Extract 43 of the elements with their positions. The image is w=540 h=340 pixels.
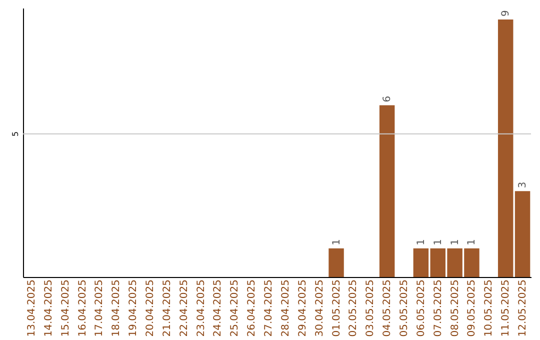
x-tick-label: 26.04.2025 [246,280,258,337]
x-tick-label: 02.05.2025 [348,280,360,337]
x-tick-label: 10.05.2025 [484,280,495,337]
x-tick-label: 30.04.2025 [314,280,326,337]
data-label: 1 [450,239,461,246]
bar [514,191,530,277]
x-tick-label: 12.05.2025 [518,280,529,337]
data-label: 1 [331,239,342,246]
data-label: 1 [416,239,427,246]
data-label: 1 [432,239,444,246]
x-tick-label: 18.04.2025 [111,280,122,337]
x-tick-label: 19.04.2025 [128,280,140,337]
x-tick-label: 28.04.2025 [280,280,292,337]
bar [379,105,395,277]
x-tick-label: 20.04.2025 [145,280,156,337]
x-tick-label: 05.05.2025 [399,280,410,337]
x-tick-label: 27.04.2025 [264,280,275,337]
x-tick-label: 03.05.2025 [365,280,376,337]
data-label: 3 [518,182,529,188]
data-label: 1 [466,239,478,246]
x-tick-label: 17.04.2025 [94,280,106,337]
x-tick-label: 25.04.2025 [230,280,241,337]
bar [498,19,514,277]
x-tick-label: 04.05.2025 [382,280,394,337]
x-tick-label: 29.04.2025 [297,280,308,337]
x-tick-label: 15.04.2025 [60,280,72,337]
x-tick-label: 06.05.2025 [416,280,427,337]
x-tick-label: 16.04.2025 [77,280,88,337]
x-tick-label: 11.05.2025 [500,280,512,337]
x-tick-label: 21.04.2025 [162,280,173,337]
bar [328,248,344,277]
ref-line-label: 5 [11,131,20,136]
x-tick-label: 13.04.2025 [26,280,38,337]
data-label: 6 [382,96,394,102]
data-label: 9 [500,10,512,16]
x-tick-label: 01.05.2025 [331,280,342,337]
x-tick-label: 14.04.2025 [43,280,54,337]
x-tick-label: 07.05.2025 [432,280,444,337]
x-tick-label: 09.05.2025 [466,280,478,337]
x-tick-label: 08.05.2025 [450,280,461,337]
x-tick-label: 23.04.2025 [196,280,207,337]
x-tick-label: 22.04.2025 [178,280,190,337]
x-tick-label: 24.04.2025 [212,280,224,337]
